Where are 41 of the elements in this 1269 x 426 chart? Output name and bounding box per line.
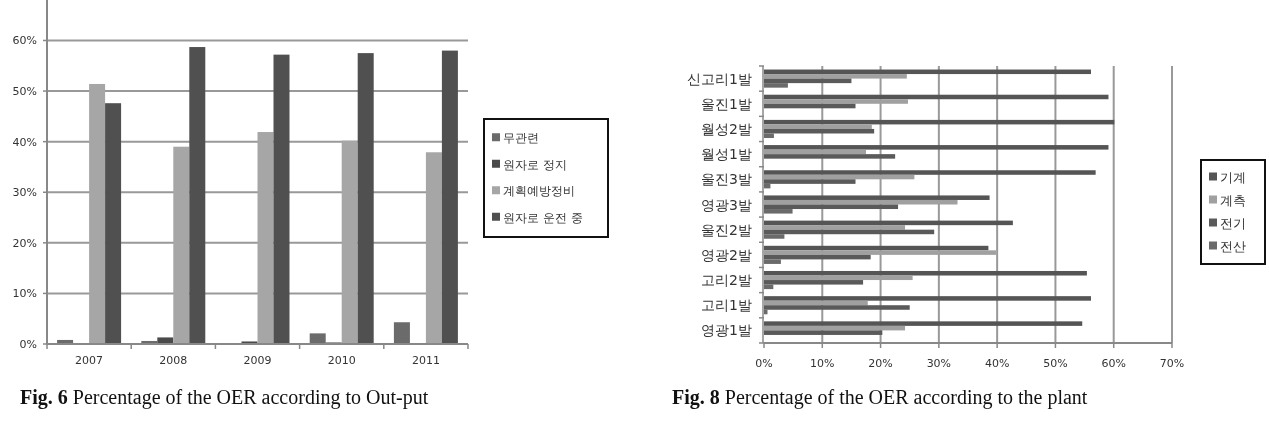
legend-label: 전산	[1220, 238, 1246, 254]
y-tick-label: 신고리1발	[687, 70, 752, 87]
y-tick-label: 월성2발	[701, 120, 752, 137]
y-tick-label: 울진1발	[701, 95, 752, 112]
y-tick-label: 0%	[19, 338, 37, 351]
legend-label: 원자로 정지	[503, 157, 567, 172]
y-tick-label: 40%	[12, 135, 37, 149]
x-tick-label: 2008	[159, 354, 188, 367]
y-tick-label: 울진2발	[701, 221, 752, 238]
x-tick-label: 30%	[926, 357, 952, 370]
legend-label: 전기	[1220, 215, 1246, 231]
x-tick-label: 40%	[984, 357, 1010, 370]
x-tick-label: 0%	[755, 357, 773, 370]
y-tick-label: 영광2발	[701, 246, 752, 263]
x-tick-label: 2011	[411, 354, 440, 367]
y-tick-label: 울진3발	[701, 171, 752, 188]
y-tick-label: 30%	[12, 186, 37, 200]
legend-label: 기계	[1220, 169, 1246, 185]
x-tick-label: 2007	[75, 354, 104, 367]
y-tick-label: 50%	[12, 85, 37, 99]
y-tick-label: 월성1발	[701, 146, 752, 163]
y-tick-label: 60%	[12, 34, 37, 48]
legend-label: 원자로 운전 중	[503, 210, 583, 225]
x-tick-label: 2010	[327, 354, 356, 367]
legend-label: 계측	[1220, 192, 1246, 208]
x-tick-label: 20%	[868, 357, 893, 370]
y-tick-label: 10%	[12, 287, 37, 301]
y-tick-label: 고리2발	[701, 272, 752, 289]
text: Fig. 6 Percentage of the OER according to Out-put	[20, 386, 429, 409]
y-tick-label: 영광1발	[701, 322, 752, 339]
legend-label: 무관련	[503, 131, 539, 146]
y-tick-label: 영광3발	[701, 196, 752, 213]
x-tick-label: 60%	[1101, 357, 1126, 370]
x-tick-label: 10%	[810, 357, 835, 370]
y-tick-label: 20%	[12, 236, 37, 250]
y-tick-label: 고리1발	[701, 297, 752, 314]
x-tick-label: 2009	[243, 354, 272, 367]
text: Fig. 8 Percentage of the OER according to the plant	[672, 386, 1088, 409]
legend-label: 계획예방정비	[503, 184, 575, 199]
x-tick-label: 70%	[1159, 357, 1185, 370]
x-tick-label: 50%	[1043, 357, 1068, 370]
